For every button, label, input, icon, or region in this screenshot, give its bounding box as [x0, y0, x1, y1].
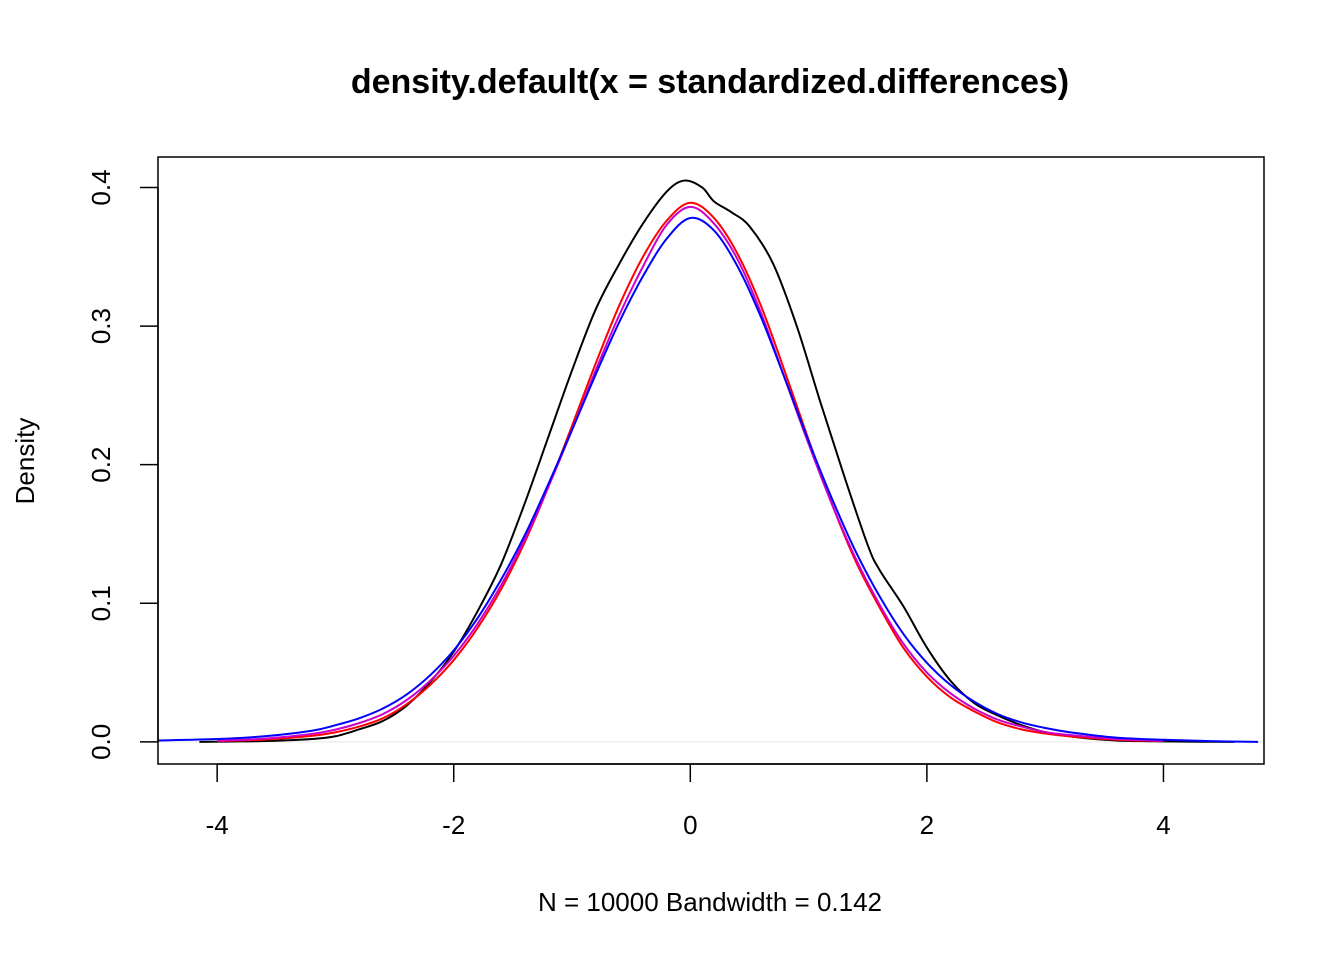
- x-tick-label: -2: [442, 810, 465, 840]
- y-tick-label: 0.2: [86, 447, 116, 483]
- x-tick-label: -4: [206, 810, 229, 840]
- y-axis: 0.0 0.1 0.2 0.3 0.4: [86, 169, 159, 760]
- x-tick-label: 2: [920, 810, 934, 840]
- x-tick-label: 4: [1156, 810, 1170, 840]
- y-tick-label: 0.3: [86, 308, 116, 344]
- chart-title: density.default(x = standardized.differe…: [351, 63, 1069, 101]
- y-tick-label: 0.4: [86, 169, 116, 205]
- series-line-3: [217, 205, 1164, 742]
- series-line-2: [217, 201, 1164, 743]
- series-group: [157, 179, 1259, 743]
- plot-frame: [157, 156, 1265, 765]
- x-tick-label: 0: [683, 810, 697, 840]
- x-axis: -4 -2 0 2 4: [206, 763, 1171, 840]
- y-tick-label: 0.0: [86, 724, 116, 760]
- x-axis-label: N = 10000 Bandwidth = 0.142: [538, 887, 882, 917]
- series-line-4: [157, 216, 1259, 743]
- y-axis-label: Density: [10, 418, 40, 505]
- y-tick-label: 0.1: [86, 585, 116, 621]
- series-line-1: [199, 179, 1235, 743]
